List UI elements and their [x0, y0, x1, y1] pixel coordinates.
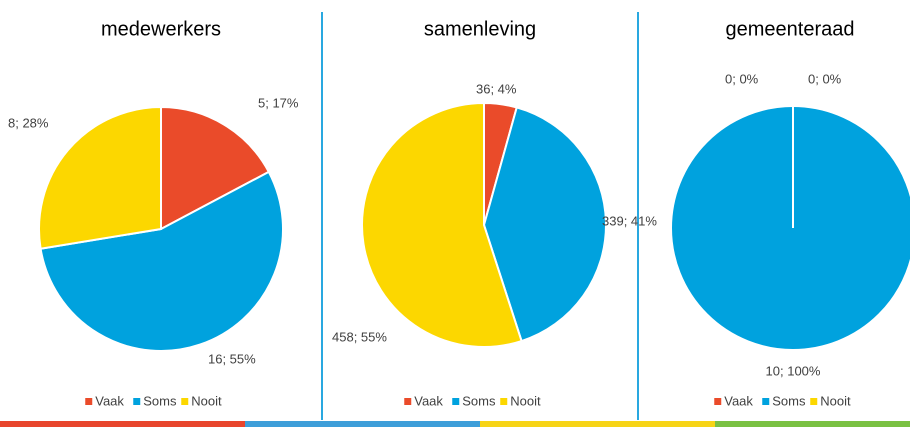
legend-label: Soms: [143, 393, 177, 408]
data-label: 5; 17%: [258, 95, 299, 110]
footer-bar: [245, 421, 480, 427]
data-label: 8; 28%: [8, 115, 49, 130]
chart-title: medewerkers: [101, 18, 221, 40]
pie-slice: [39, 170, 284, 352]
footer-bar: [480, 421, 715, 427]
footer-bar: [715, 421, 910, 427]
footer-bar: [0, 421, 245, 427]
pie-slice: [38, 105, 162, 250]
data-label: 0; 0%: [725, 71, 759, 86]
pie-slice: [361, 101, 523, 348]
legend-swatch: [810, 398, 818, 405]
pie-slice: [160, 105, 271, 231]
legend-swatch: [181, 398, 189, 405]
chart-title: gemeenteraad: [726, 18, 855, 40]
data-label: 10; 100%: [766, 363, 821, 378]
chart-title: samenleving: [424, 18, 536, 40]
legend-swatch: [133, 398, 141, 405]
legend-swatch: [404, 398, 412, 405]
legend-label: Nooit: [191, 393, 222, 408]
data-label: 0; 0%: [808, 71, 842, 86]
legend-swatch: [452, 398, 460, 405]
pie-slice: [670, 105, 910, 351]
legend-label: Soms: [772, 393, 806, 408]
legend-label: Soms: [462, 393, 496, 408]
legend-label: Nooit: [510, 393, 541, 408]
legend-swatch: [500, 398, 508, 405]
legend-label: Vaak: [724, 393, 753, 408]
data-label: 36; 4%: [476, 81, 517, 96]
legend-label: Vaak: [414, 393, 443, 408]
data-label: 339; 41%: [602, 213, 657, 228]
data-label: 16; 55%: [208, 351, 256, 366]
legend-label: Nooit: [820, 393, 851, 408]
pie-slice: [482, 106, 607, 343]
data-label: 458; 55%: [332, 329, 387, 344]
legend-swatch: [714, 398, 722, 405]
legend-swatch: [762, 398, 770, 405]
legend-swatch: [85, 398, 93, 405]
legend-label: Vaak: [95, 393, 124, 408]
